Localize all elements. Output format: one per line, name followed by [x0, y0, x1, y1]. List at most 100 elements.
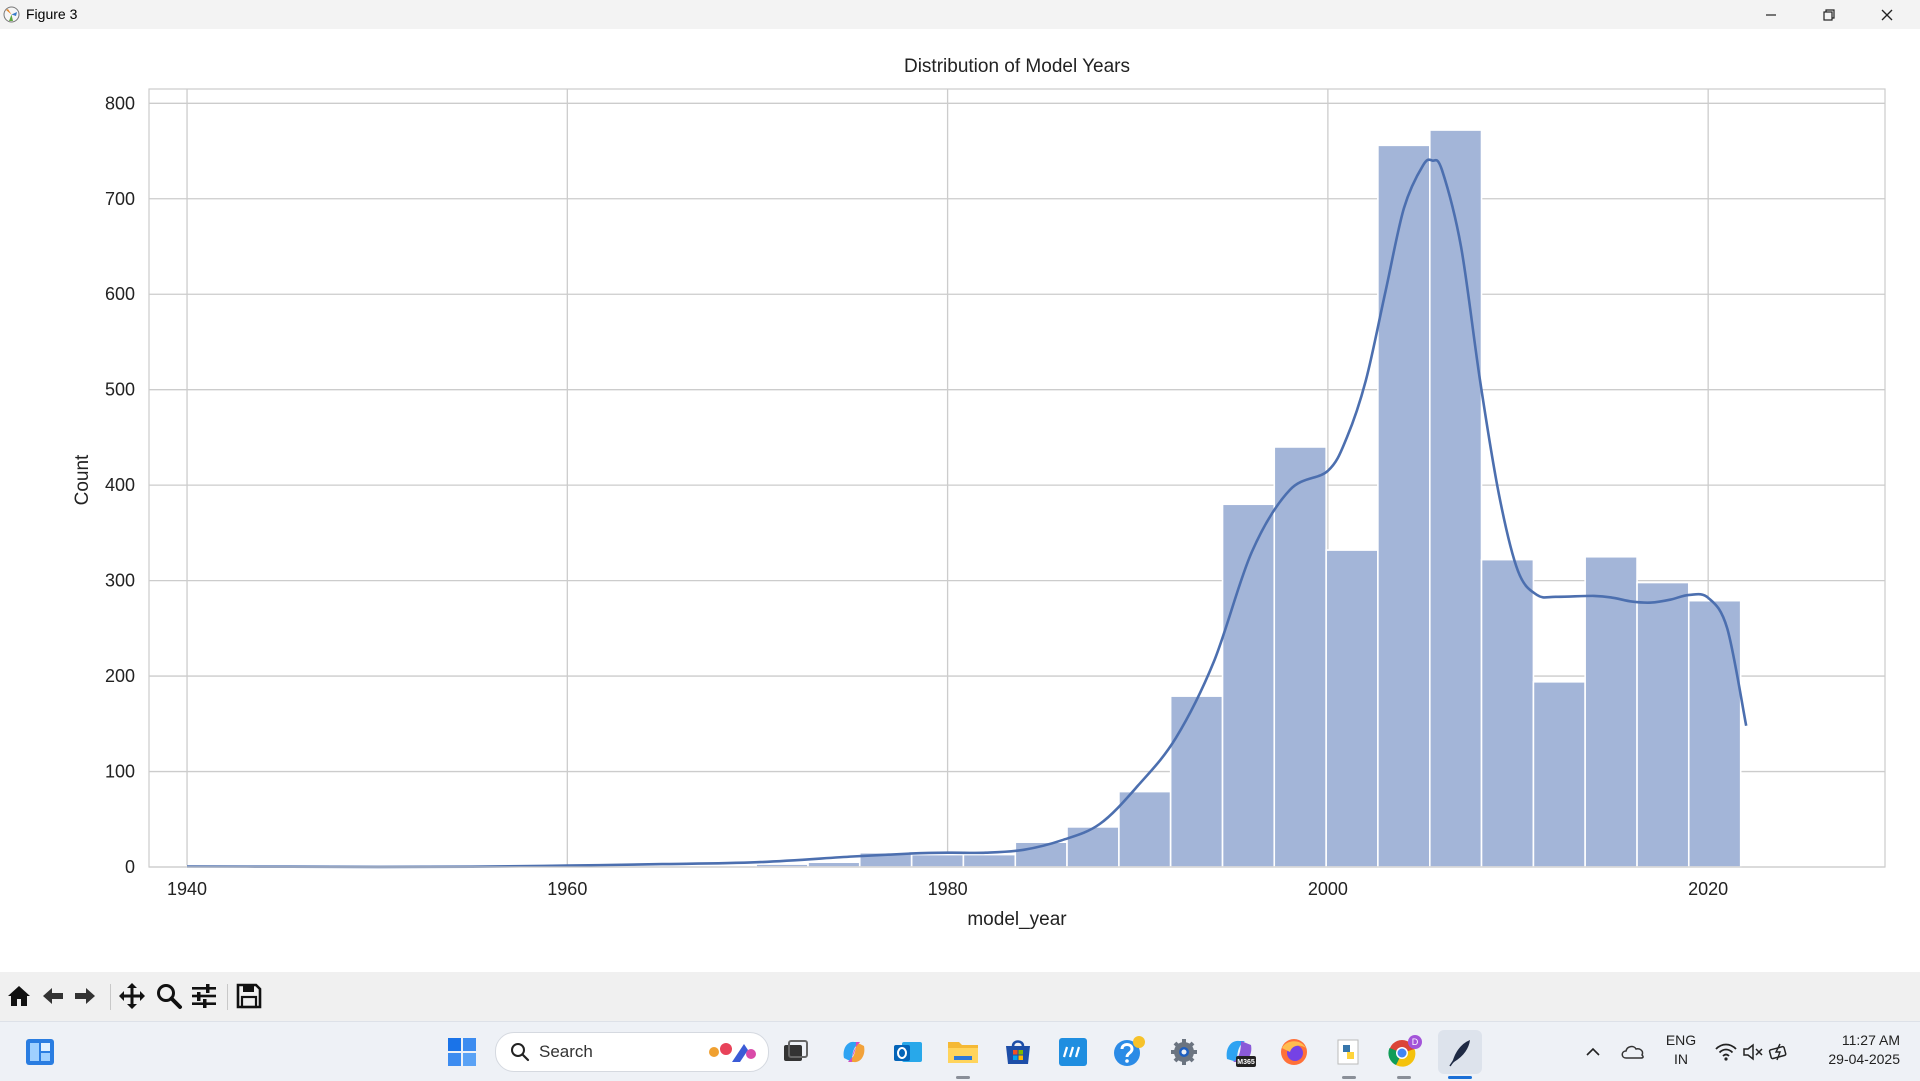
task-view-icon — [784, 1040, 808, 1061]
forward-icon — [75, 988, 95, 1004]
histogram-bar — [1118, 790, 1172, 868]
x-tick-label: 2020 — [1688, 879, 1728, 899]
y-tick-label: 0 — [125, 857, 135, 877]
minimize-icon — [1766, 13, 1776, 16]
close-button[interactable] — [1858, 0, 1916, 29]
restore-icon — [1823, 8, 1835, 21]
cloud-icon — [1621, 1045, 1644, 1059]
search-highlight-icon — [709, 1043, 756, 1062]
file-explorer-button[interactable] — [944, 1033, 982, 1071]
widgets-button[interactable] — [21, 1033, 59, 1071]
battery-charging-icon — [1768, 1043, 1787, 1061]
x-axis-label: model_year — [967, 909, 1067, 930]
y-tick-label: 500 — [105, 380, 135, 400]
python-button[interactable] — [1330, 1033, 1368, 1071]
copilot-icon — [843, 1041, 865, 1063]
save-icon — [236, 983, 262, 1009]
language-code: ENG — [1665, 1032, 1697, 1048]
restore-button[interactable] — [1800, 0, 1858, 29]
histogram-bar — [910, 853, 965, 868]
running-indicator — [956, 1076, 970, 1079]
x-tick-labels: 1940 1960 1980 2000 2020 — [167, 879, 1728, 899]
histogram-bars — [186, 129, 1742, 868]
search-label: Search — [539, 1042, 593, 1061]
windows-start-icon — [448, 1038, 476, 1066]
home-button[interactable] — [4, 981, 34, 1011]
chevron-up-icon — [1586, 1047, 1600, 1056]
copilot-button[interactable] — [835, 1033, 873, 1071]
outlook-button[interactable] — [889, 1033, 927, 1071]
configure-icon — [192, 984, 216, 1008]
x-tick-label: 1980 — [928, 879, 968, 899]
running-indicator — [1397, 1076, 1411, 1079]
y-tick-label: 300 — [105, 571, 135, 591]
chrome-icon: D — [1388, 1035, 1422, 1067]
histogram-bar — [1428, 129, 1483, 868]
get-help-button[interactable] — [1110, 1033, 1148, 1071]
python-icon — [1337, 1039, 1359, 1065]
clock-date: 29-04-2025 — [1828, 1051, 1900, 1067]
svg-text:D: D — [1412, 1037, 1419, 1047]
volume-muted-icon — [1743, 1043, 1763, 1061]
y-tick-label: 700 — [105, 189, 135, 209]
input-language-indicator[interactable]: ENG IN — [1660, 1031, 1702, 1069]
quick-settings-button[interactable] — [1712, 1033, 1792, 1071]
histogram-bar — [962, 853, 1017, 868]
y-tick-label: 400 — [105, 475, 135, 495]
clock[interactable]: 11:27 AM 29-04-2025 — [1795, 1031, 1900, 1069]
save-button[interactable] — [234, 981, 264, 1011]
histogram-bar — [1169, 695, 1224, 868]
histogram-bar — [1221, 503, 1276, 868]
histogram-bar — [1687, 599, 1742, 868]
y-tick-label: 800 — [105, 93, 135, 113]
region-code: IN — [1674, 1051, 1688, 1067]
figure-canvas[interactable]: 0 100 200 300 400 500 600 700 800 1940 1960 1980 20… — [0, 29, 1920, 972]
running-indicator — [1342, 1076, 1356, 1079]
pan-button[interactable] — [117, 981, 147, 1011]
start-button[interactable] — [443, 1033, 481, 1071]
svg-text:M365: M365 — [1237, 1059, 1255, 1066]
firefox-button[interactable] — [1275, 1033, 1313, 1071]
taskbar-search-box[interactable]: Search — [495, 1032, 769, 1072]
histogram-bar — [1636, 581, 1690, 868]
back-icon — [43, 988, 63, 1004]
kde-line — [186, 158, 1748, 869]
histogram-bar — [1584, 555, 1638, 868]
onedrive-button[interactable] — [1613, 1033, 1653, 1071]
settings-button[interactable] — [1165, 1033, 1203, 1071]
task-view-button[interactable] — [777, 1033, 815, 1071]
chrome-button[interactable]: D — [1385, 1033, 1423, 1071]
pan-icon — [119, 983, 145, 1009]
histogram-bar — [1532, 681, 1586, 868]
axes-frame — [148, 88, 1886, 868]
configure-subplots-button[interactable] — [189, 981, 219, 1011]
histogram-bar — [1066, 826, 1120, 868]
window-title: Figure 3 — [26, 6, 78, 22]
show-hidden-icons-button[interactable] — [1573, 1033, 1613, 1071]
m365-copilot-icon: M365 — [1226, 1040, 1256, 1067]
taskbar: Search M365 D — [0, 1021, 1920, 1081]
x-tick-label: 1960 — [547, 879, 587, 899]
home-icon — [8, 986, 30, 1006]
clock-time: 11:27 AM — [1841, 1032, 1900, 1048]
zoom-button[interactable] — [154, 981, 184, 1011]
matplotlib-figure-button[interactable] — [1438, 1030, 1482, 1074]
zoom-icon — [157, 984, 182, 1009]
histogram-bar — [807, 861, 861, 868]
back-button[interactable] — [38, 981, 68, 1011]
histogram-bar — [1377, 144, 1431, 868]
myhp-button[interactable] — [1054, 1033, 1092, 1071]
get-help-icon — [1114, 1036, 1145, 1066]
toolbar-divider — [110, 984, 111, 1010]
microsoft-store-button[interactable] — [999, 1033, 1037, 1071]
histogram-bar — [1273, 446, 1327, 868]
microsoft-store-icon — [1006, 1040, 1030, 1064]
y-tick-labels: 0 100 200 300 400 500 600 700 800 — [105, 93, 135, 877]
kde-layer — [186, 158, 1748, 869]
forward-button[interactable] — [70, 981, 100, 1011]
chart-title: Distribution of Model Years — [904, 56, 1130, 77]
minimize-button[interactable] — [1742, 0, 1800, 29]
file-explorer-icon — [948, 1042, 978, 1063]
y-tick-label: 200 — [105, 666, 135, 686]
m365-button[interactable]: M365 — [1220, 1033, 1258, 1071]
